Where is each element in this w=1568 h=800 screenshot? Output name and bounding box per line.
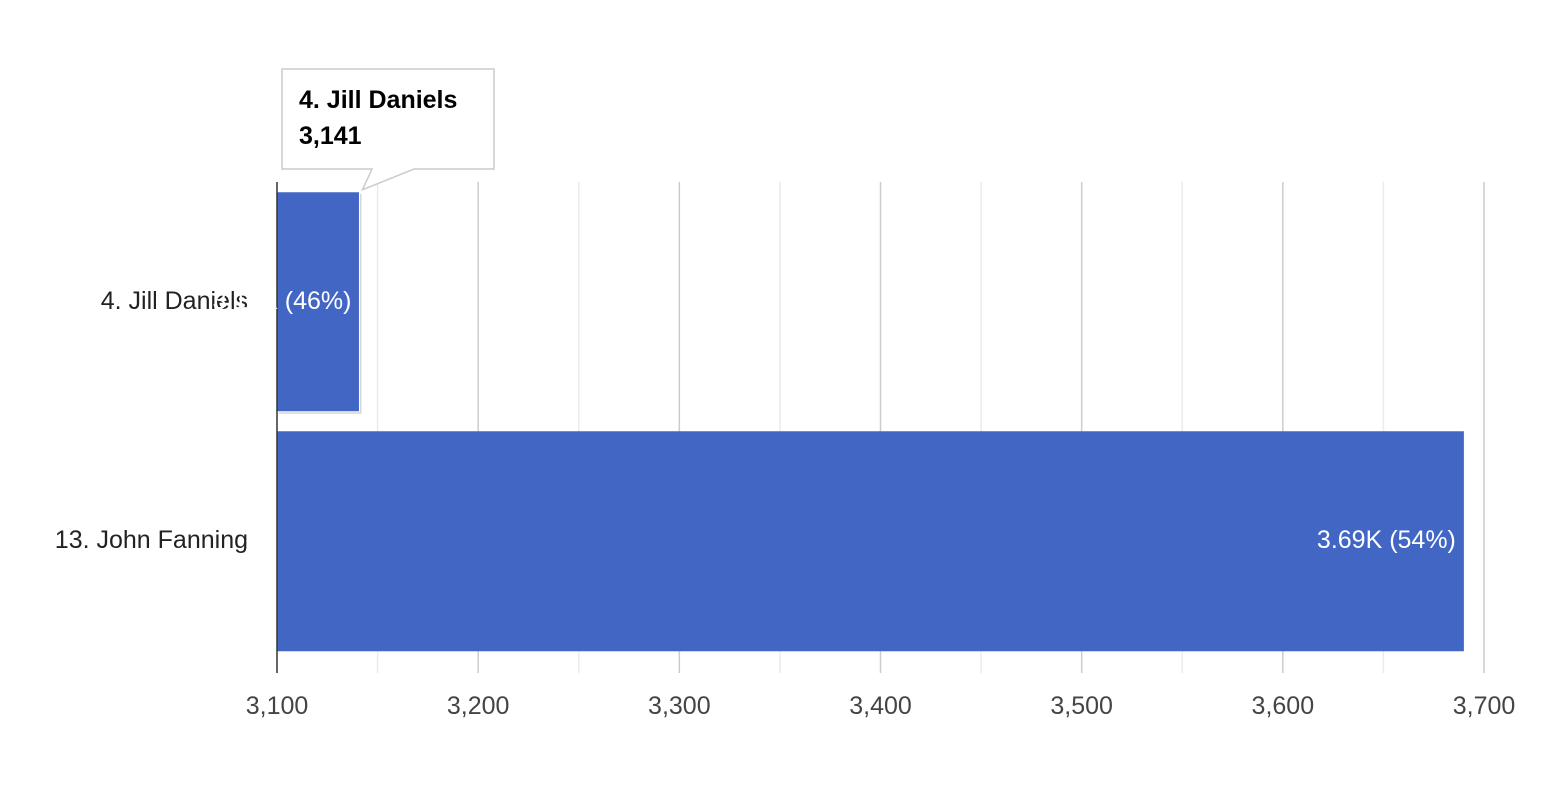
- tooltip-title: 4. Jill Daniels: [299, 86, 458, 114]
- x-tick-label: 3,400: [849, 692, 912, 720]
- data-label: 3.69K (54%): [1316, 526, 1456, 555]
- x-tick-label: 3,500: [1050, 692, 1113, 720]
- x-tick-label: 3,700: [1452, 692, 1516, 720]
- x-tick-label: 3,600: [1251, 692, 1315, 720]
- tooltip-box: [281, 68, 495, 192]
- x-tick-label: 3,300: [648, 692, 711, 720]
- bar-1: [277, 431, 1464, 652]
- x-tick-label: 3,100: [245, 692, 309, 720]
- data-label: 3.14K (46%): [212, 286, 352, 315]
- category-label: 13. John Fanning: [54, 526, 248, 555]
- bar-0: [276, 191, 360, 413]
- x-tick-label: 3,200: [446, 692, 510, 720]
- category-label: 4. Jill Daniels: [100, 286, 248, 315]
- tooltip-value: 3,141: [299, 122, 362, 150]
